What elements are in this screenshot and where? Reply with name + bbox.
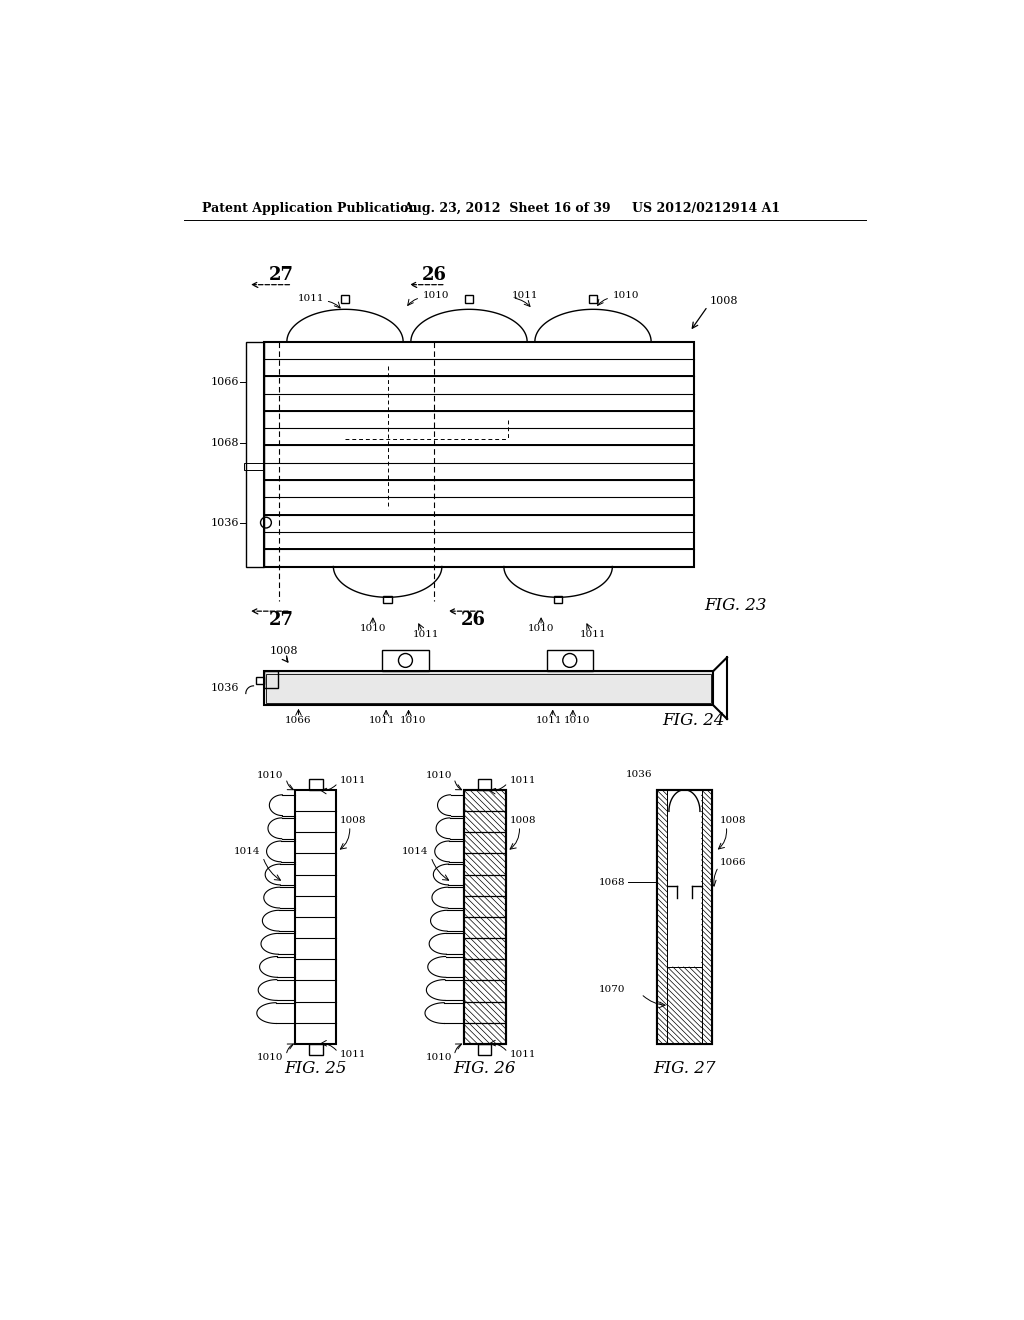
Bar — [464, 789, 506, 1044]
Bar — [554, 595, 562, 603]
Text: 1008: 1008 — [270, 647, 298, 656]
Bar — [547, 649, 593, 671]
Text: 1066: 1066 — [286, 715, 311, 725]
Text: 1070: 1070 — [599, 986, 626, 994]
Bar — [668, 966, 701, 1044]
Text: 1008: 1008 — [340, 816, 366, 825]
Text: 1010: 1010 — [400, 715, 426, 725]
Text: 1066: 1066 — [210, 376, 239, 387]
Text: 1011: 1011 — [413, 630, 439, 639]
Text: 1014: 1014 — [234, 847, 260, 855]
Bar — [656, 789, 713, 1044]
Bar — [668, 966, 701, 1044]
Text: 26: 26 — [422, 267, 446, 284]
Text: 1068: 1068 — [599, 878, 626, 887]
Text: 1008: 1008 — [710, 296, 737, 306]
Text: 1014: 1014 — [402, 847, 429, 855]
Text: 1011: 1011 — [580, 630, 606, 639]
Text: 1010: 1010 — [257, 1053, 284, 1063]
Text: Aug. 23, 2012  Sheet 16 of 39: Aug. 23, 2012 Sheet 16 of 39 — [403, 202, 610, 215]
Text: 1010: 1010 — [257, 771, 284, 780]
Text: 1011: 1011 — [340, 776, 366, 785]
Text: FIG. 23: FIG. 23 — [703, 597, 766, 614]
Text: 27: 27 — [269, 267, 294, 284]
Bar — [383, 595, 392, 603]
Text: 1010: 1010 — [425, 1053, 452, 1063]
Bar — [656, 789, 713, 1044]
Text: 1010: 1010 — [423, 290, 449, 300]
Text: 1008: 1008 — [509, 816, 536, 825]
Bar — [656, 789, 668, 1044]
Text: 1036: 1036 — [210, 517, 239, 528]
Bar — [701, 789, 713, 1044]
Text: 26: 26 — [461, 611, 485, 630]
Text: 1066: 1066 — [720, 858, 746, 867]
Bar — [464, 789, 506, 1044]
Bar — [266, 673, 711, 702]
Text: FIG. 25: FIG. 25 — [285, 1060, 347, 1077]
Bar — [465, 296, 473, 304]
Bar — [246, 342, 263, 566]
Text: 1010: 1010 — [359, 623, 386, 632]
Bar — [701, 789, 713, 1044]
Text: FIG. 26: FIG. 26 — [454, 1060, 516, 1077]
Bar — [308, 779, 323, 789]
Text: 1010: 1010 — [564, 715, 591, 725]
Text: 27: 27 — [269, 611, 294, 630]
Text: 1011: 1011 — [298, 294, 324, 304]
Text: 1011: 1011 — [512, 290, 539, 300]
Bar — [477, 1044, 492, 1055]
Text: 1011: 1011 — [509, 1051, 536, 1059]
Bar — [263, 671, 278, 688]
Text: 1011: 1011 — [509, 776, 536, 785]
Bar — [256, 677, 263, 684]
Text: 1010: 1010 — [612, 290, 639, 300]
Text: 1008: 1008 — [720, 816, 746, 825]
Bar — [295, 789, 336, 1044]
Text: 1011: 1011 — [536, 715, 562, 725]
Text: 1011: 1011 — [340, 1051, 366, 1059]
Text: 1010: 1010 — [425, 771, 452, 780]
Text: US 2012/0212914 A1: US 2012/0212914 A1 — [632, 202, 780, 215]
Text: FIG. 27: FIG. 27 — [653, 1060, 716, 1077]
Bar — [263, 342, 693, 566]
Bar — [589, 296, 597, 304]
Bar — [245, 462, 263, 470]
Bar — [382, 649, 429, 671]
Bar — [477, 779, 492, 789]
Text: FIG. 24: FIG. 24 — [663, 711, 725, 729]
Text: Patent Application Publication: Patent Application Publication — [202, 202, 417, 215]
Bar — [656, 789, 668, 1044]
Bar — [308, 1044, 323, 1055]
Text: 1036: 1036 — [210, 684, 239, 693]
Text: 1068: 1068 — [210, 438, 239, 449]
Text: 1010: 1010 — [527, 623, 554, 632]
Bar — [263, 672, 713, 705]
Text: 1036: 1036 — [626, 770, 652, 779]
Bar — [341, 296, 349, 304]
Text: 1011: 1011 — [369, 715, 395, 725]
